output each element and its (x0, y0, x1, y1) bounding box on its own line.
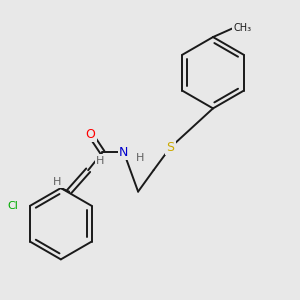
Text: CH₃: CH₃ (234, 22, 252, 32)
Text: H: H (136, 153, 145, 163)
Text: H: H (96, 156, 104, 166)
Text: Cl: Cl (8, 201, 19, 211)
Text: N: N (119, 146, 128, 159)
Text: S: S (166, 141, 174, 154)
Text: H: H (53, 177, 61, 187)
Text: O: O (85, 128, 95, 141)
